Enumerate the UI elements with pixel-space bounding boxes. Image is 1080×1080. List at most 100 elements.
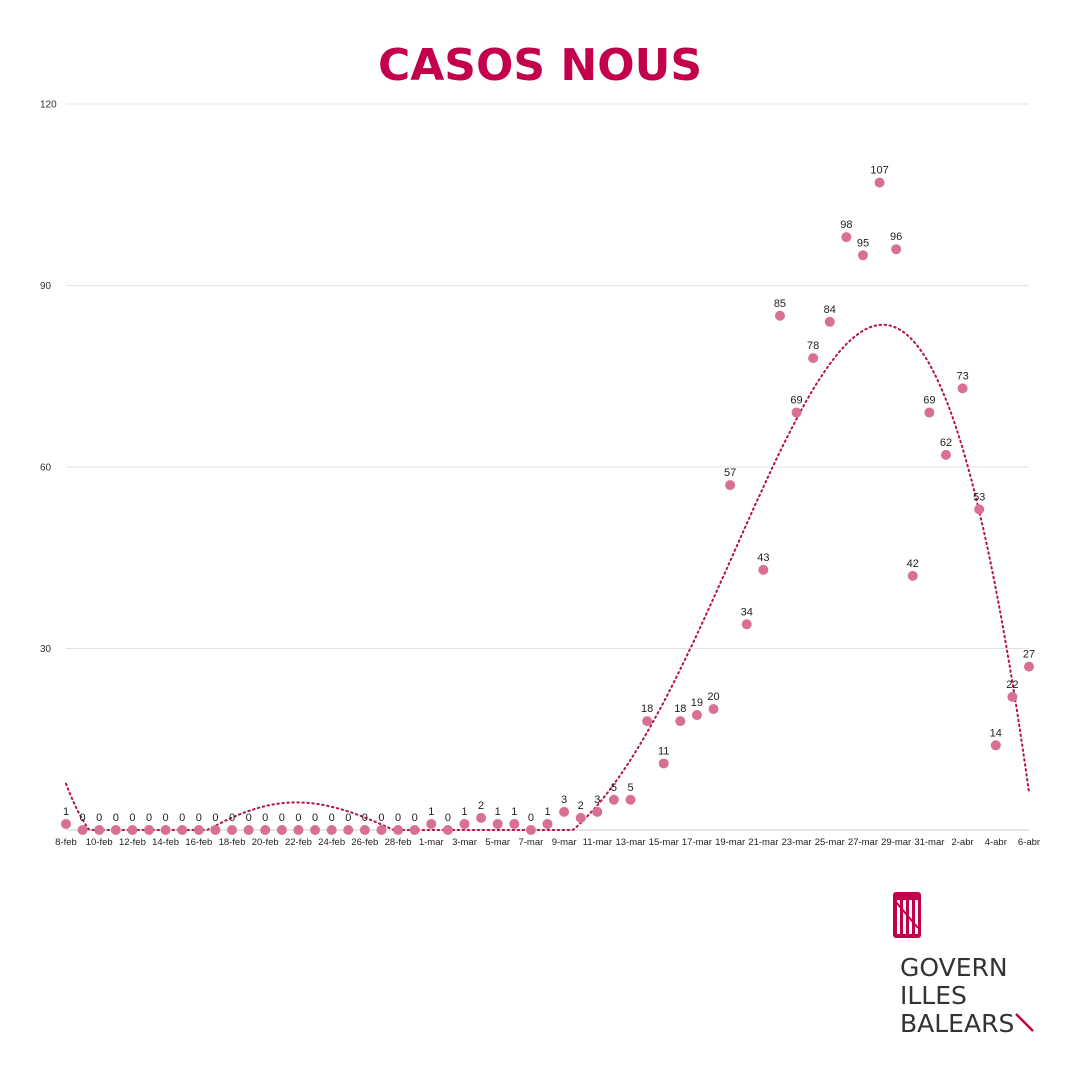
data-point-25-mar: [824, 316, 835, 327]
data-point-3-mar: [459, 818, 470, 829]
data-point-2-abr: [957, 383, 968, 394]
polynomial-trendline: [65, 323, 1030, 831]
data-label-25-mar: 84: [824, 304, 836, 316]
data-point-28-mar: [874, 177, 885, 188]
x-tick-label: 2-abr: [951, 837, 973, 848]
x-tick-label: 9-mar: [552, 837, 577, 848]
logo-text-line-1: GOVERN: [900, 953, 1008, 982]
data-label-31-mar: 69: [923, 395, 935, 407]
data-point-8-mar: [542, 818, 553, 829]
x-tick-label: 8-feb: [55, 837, 77, 848]
x-tick-label: 16-feb: [185, 837, 212, 848]
data-point-18-mar: [708, 704, 719, 714]
x-tick-label: 31-mar: [914, 837, 944, 848]
data-point-16-mar: [675, 716, 686, 727]
coat-of-arms-icon: [893, 892, 921, 938]
data-point-4-abr: [990, 740, 1001, 751]
data-point-1-abr: [940, 449, 951, 460]
data-points: [61, 177, 1034, 835]
x-tick-label: 27-mar: [848, 837, 878, 848]
x-axis-ticks: 8-feb 10-feb 12-feb 14-feb 16-feb 18-feb 20-fe…: [55, 837, 1040, 848]
data-label-17-feb: 0: [212, 812, 218, 824]
x-tick-label: 26-feb: [351, 837, 378, 848]
x-tick-label: 10-feb: [86, 837, 113, 848]
data-point-16-feb: [193, 825, 204, 835]
data-label-3-mar: 1: [461, 806, 467, 818]
data-label-13-feb: 0: [146, 812, 152, 824]
data-point-1-mar: [426, 818, 437, 829]
data-point-21-mar: [758, 564, 769, 575]
data-point-6-mar: [509, 818, 520, 829]
data-point-13-feb: [144, 825, 155, 835]
data-label-1-mar: 1: [428, 806, 434, 818]
data-point-2-mar: [442, 825, 453, 835]
data-label-23-feb: 0: [312, 812, 318, 824]
data-point-4-mar: [476, 812, 487, 823]
data-point-12-mar: [608, 794, 619, 805]
data-label-1-abr: 62: [940, 437, 952, 449]
data-label-10-mar: 2: [578, 800, 584, 812]
data-label-20-feb: 0: [262, 812, 268, 824]
x-tick-label: 13-mar: [615, 837, 645, 848]
logo-text-line-2: ILLES: [900, 981, 967, 1010]
data-label-5-abr: 22: [1006, 679, 1018, 691]
x-tick-label: 12-feb: [119, 837, 146, 848]
data-point-26-feb: [359, 825, 370, 835]
data-point-5-abr: [1007, 691, 1018, 702]
x-tick-label: 1-mar: [419, 837, 444, 848]
data-point-3-abr: [974, 504, 985, 515]
logo-text-line-3: BALEARS: [900, 1009, 1015, 1038]
data-label-22-mar: 85: [774, 298, 786, 310]
data-point-11-feb: [110, 825, 121, 835]
data-label-3-abr: 53: [973, 491, 985, 503]
data-point-26-mar: [841, 232, 852, 243]
data-label-20-mar: 34: [741, 606, 753, 618]
data-label-11-feb: 0: [113, 812, 119, 824]
data-label-12-feb: 0: [129, 812, 135, 824]
x-tick-label: 4-abr: [985, 837, 1007, 848]
data-label-12-mar: 5: [611, 782, 617, 794]
y-axis-ticks: 30 60 90 120: [40, 100, 57, 656]
x-tick-label: 21-mar: [748, 837, 778, 848]
govern-illes-balears-logo: GOVERN ILLES BALEARS: [890, 888, 1050, 1048]
x-tick-label: 24-feb: [318, 837, 345, 848]
data-point-22-mar: [774, 310, 785, 321]
data-label-15-mar: 11: [658, 745, 669, 757]
data-point-19-mar: [725, 480, 736, 491]
data-point-11-mar: [592, 806, 603, 817]
x-tick-label: 17-mar: [682, 837, 712, 848]
x-tick-label: 18-feb: [219, 837, 246, 848]
data-label-10-feb: 0: [96, 812, 102, 824]
data-point-20-mar: [741, 619, 752, 630]
data-label-18-feb: 0: [229, 812, 235, 824]
data-label-4-mar: 2: [478, 800, 484, 812]
data-label-15-feb: 0: [179, 812, 185, 824]
data-label-27-feb: 0: [378, 812, 384, 824]
x-tick-label: 22-feb: [285, 837, 312, 848]
data-label-24-mar: 78: [807, 340, 819, 352]
data-label-8-mar: 1: [544, 806, 550, 818]
data-point-8-feb: [61, 818, 71, 829]
data-point-29-feb: [409, 825, 420, 835]
data-label-4-abr: 14: [990, 727, 1002, 739]
data-point-28-feb: [393, 825, 404, 835]
data-label-8-feb: 1: [63, 806, 69, 818]
data-point-12-feb: [127, 825, 138, 835]
data-label-19-mar: 57: [724, 467, 736, 479]
data-label-6-mar: 1: [511, 806, 517, 818]
data-label-7-mar: 0: [528, 812, 534, 824]
chart-title: CASOS NOUS: [377, 40, 703, 91]
data-point-9-feb: [77, 825, 88, 835]
x-tick-label: 7-mar: [518, 837, 543, 848]
data-label-6-abr: 27: [1023, 649, 1035, 661]
x-tick-label: 28-feb: [385, 837, 412, 848]
data-point-31-mar: [924, 407, 935, 418]
data-point-23-feb: [310, 825, 321, 835]
data-label-5-mar: 1: [495, 806, 501, 818]
data-point-22-feb: [293, 825, 304, 835]
data-point-15-mar: [658, 758, 669, 769]
data-point-24-mar: [808, 353, 819, 364]
data-label-25-feb: 0: [345, 812, 351, 824]
data-label-29-feb: 0: [412, 812, 418, 824]
x-tick-label: 25-mar: [815, 837, 845, 848]
